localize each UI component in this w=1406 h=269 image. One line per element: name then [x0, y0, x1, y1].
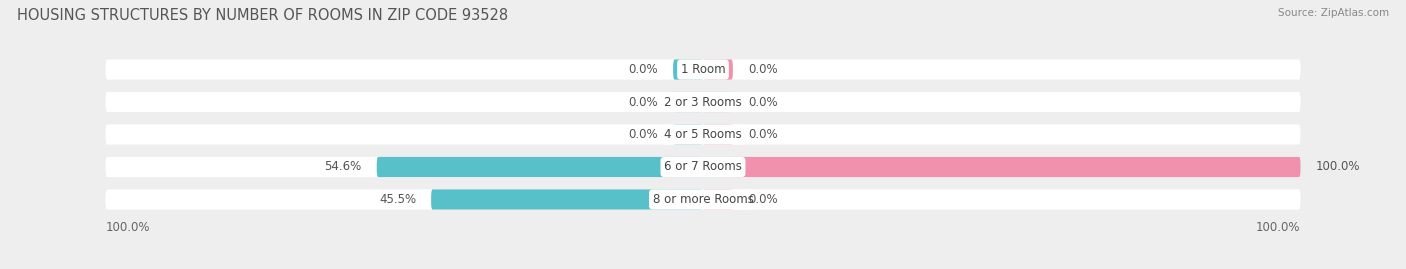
- FancyBboxPatch shape: [673, 125, 703, 144]
- Text: 0.0%: 0.0%: [628, 63, 658, 76]
- Text: 4 or 5 Rooms: 4 or 5 Rooms: [664, 128, 742, 141]
- FancyBboxPatch shape: [673, 92, 703, 112]
- FancyBboxPatch shape: [703, 189, 733, 210]
- FancyBboxPatch shape: [703, 92, 733, 112]
- Text: 0.0%: 0.0%: [748, 193, 778, 206]
- FancyBboxPatch shape: [105, 157, 1301, 177]
- FancyBboxPatch shape: [105, 125, 1301, 144]
- FancyBboxPatch shape: [377, 157, 703, 177]
- FancyBboxPatch shape: [105, 92, 1301, 112]
- Text: 0.0%: 0.0%: [748, 128, 778, 141]
- Text: 8 or more Rooms: 8 or more Rooms: [652, 193, 754, 206]
- Text: 1 Room: 1 Room: [681, 63, 725, 76]
- Text: 54.6%: 54.6%: [325, 161, 361, 174]
- Text: 45.5%: 45.5%: [380, 193, 416, 206]
- Text: 100.0%: 100.0%: [1316, 161, 1360, 174]
- Text: 0.0%: 0.0%: [748, 95, 778, 108]
- Text: 0.0%: 0.0%: [628, 95, 658, 108]
- Text: 6 or 7 Rooms: 6 or 7 Rooms: [664, 161, 742, 174]
- FancyBboxPatch shape: [703, 59, 733, 80]
- Text: 2 or 3 Rooms: 2 or 3 Rooms: [664, 95, 742, 108]
- Text: 0.0%: 0.0%: [628, 128, 658, 141]
- Text: 0.0%: 0.0%: [748, 63, 778, 76]
- Text: 100.0%: 100.0%: [1256, 221, 1301, 233]
- FancyBboxPatch shape: [105, 189, 1301, 210]
- Text: 100.0%: 100.0%: [105, 221, 150, 233]
- FancyBboxPatch shape: [703, 125, 733, 144]
- Text: HOUSING STRUCTURES BY NUMBER OF ROOMS IN ZIP CODE 93528: HOUSING STRUCTURES BY NUMBER OF ROOMS IN…: [17, 8, 508, 23]
- Text: Source: ZipAtlas.com: Source: ZipAtlas.com: [1278, 8, 1389, 18]
- FancyBboxPatch shape: [105, 59, 1301, 80]
- FancyBboxPatch shape: [673, 59, 703, 80]
- FancyBboxPatch shape: [703, 157, 1301, 177]
- FancyBboxPatch shape: [432, 189, 703, 210]
